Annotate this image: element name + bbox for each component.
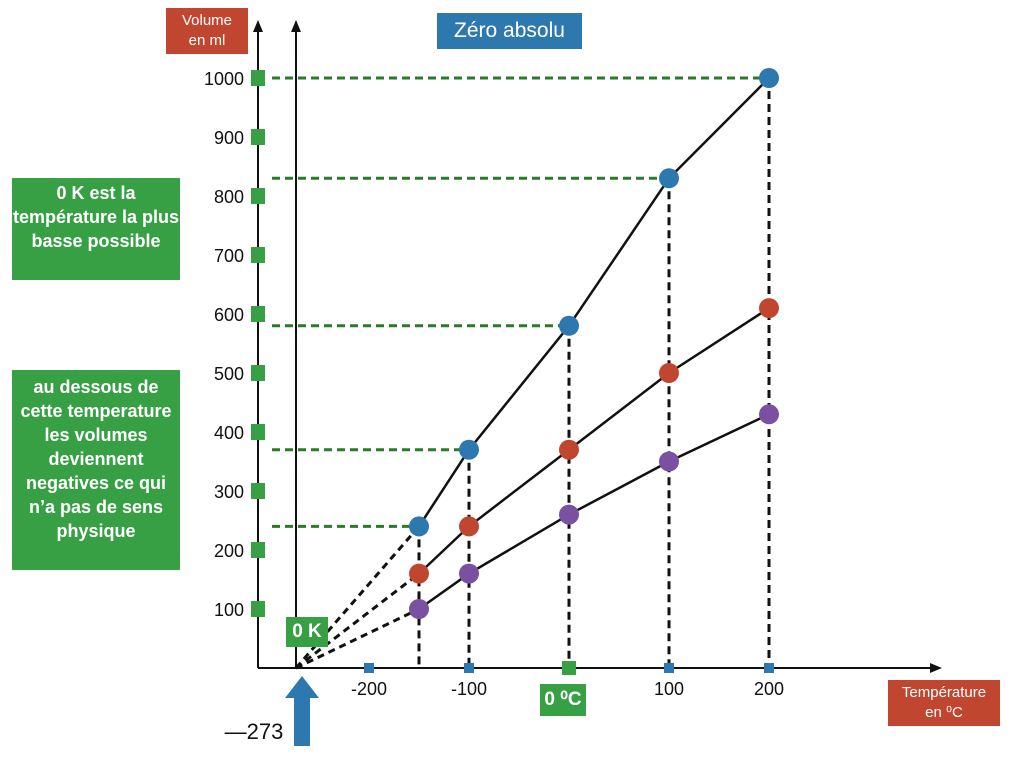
absolute-zero-arrowhead xyxy=(291,20,301,32)
data-point xyxy=(659,168,679,189)
guide-lines xyxy=(272,76,771,668)
y-tick-label: 100 xyxy=(214,600,244,620)
data-point xyxy=(409,516,429,537)
up-arrow-icon xyxy=(285,676,319,746)
series-lines xyxy=(294,77,770,670)
zero-kelvin-label: 0 K xyxy=(286,617,328,647)
series-extrapolation xyxy=(295,572,420,670)
data-point xyxy=(659,363,679,383)
x-tick-marker xyxy=(562,661,576,675)
y-tick-marker xyxy=(251,365,265,381)
y-tick-marker xyxy=(251,306,265,322)
y-tick-marker xyxy=(251,70,265,86)
y-axis-label: Volume en ml xyxy=(166,8,248,54)
data-point xyxy=(659,451,679,472)
series-extrapolation xyxy=(295,607,420,670)
data-point xyxy=(759,68,779,88)
y-tick-label: 700 xyxy=(214,246,244,266)
y-tick-label: 800 xyxy=(214,187,244,207)
y-tick-label: 300 xyxy=(214,482,244,502)
y-tick-label: 200 xyxy=(214,541,244,561)
axes xyxy=(253,20,942,673)
data-point xyxy=(759,298,779,319)
zero-celsius-label: 0 ⁰C xyxy=(540,684,586,716)
x-tick-label: -200 xyxy=(351,679,387,699)
x-tick-label: 200 xyxy=(754,679,784,699)
tick-labels: 100 200 300 400 500 600 700 800 900 1000 -200 -100 1… xyxy=(204,69,784,699)
data-point xyxy=(409,599,429,619)
y-axis-arrowhead xyxy=(253,20,263,32)
data-point xyxy=(459,563,479,584)
data-point xyxy=(559,504,579,525)
x-tick-label: 100 xyxy=(654,679,684,699)
data-points xyxy=(409,68,779,619)
data-point xyxy=(759,404,779,425)
y-tick-label: 1000 xyxy=(204,69,244,89)
y-tick-label: 600 xyxy=(214,305,244,325)
data-point xyxy=(559,439,579,460)
y-tick-label: 500 xyxy=(214,364,244,384)
x-axis-label-text: Température en ⁰C xyxy=(901,684,987,721)
y-tick-label: 400 xyxy=(214,423,244,443)
x-axis-label: Température en ⁰C xyxy=(888,680,1000,726)
y-tick-marker xyxy=(251,483,265,499)
y-tick-marker xyxy=(251,129,265,145)
data-point xyxy=(559,315,579,336)
y-tick-label: 900 xyxy=(214,128,244,148)
x-tick-label: -100 xyxy=(451,679,487,699)
data-point xyxy=(459,516,479,537)
y-tick-marker xyxy=(251,542,265,558)
data-point xyxy=(409,563,429,584)
note-zero-kelvin: 0 K est la température la plus basse pos… xyxy=(12,178,180,280)
y-tick-marker xyxy=(251,188,265,204)
x-tick-marker xyxy=(664,663,674,673)
tick-marks xyxy=(251,70,774,675)
absolute-zero-value: —273 xyxy=(224,719,284,744)
x-tick-marker xyxy=(364,663,374,673)
y-tick-marker xyxy=(251,424,265,440)
x-tick-marker xyxy=(764,663,774,673)
y-tick-marker xyxy=(251,247,265,263)
y-axis-label-text: Volume en ml xyxy=(181,12,233,49)
data-point xyxy=(459,439,479,460)
note-negative-volumes: au dessous de cette temperature les volu… xyxy=(12,370,180,570)
series-extrapolation xyxy=(294,525,421,669)
x-axis-arrowhead xyxy=(930,663,942,673)
y-tick-marker xyxy=(251,601,265,617)
zero-absolute-label: Zéro absolu xyxy=(437,13,582,49)
x-tick-marker xyxy=(464,663,474,673)
